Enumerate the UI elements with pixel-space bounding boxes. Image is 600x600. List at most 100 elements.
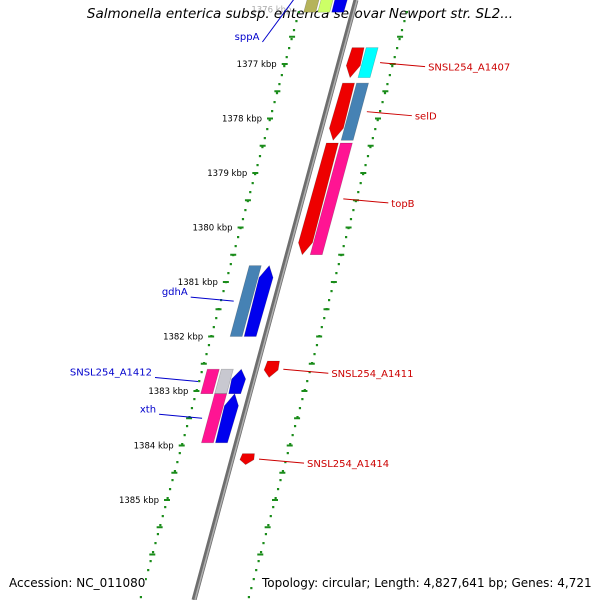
gene-label: selD [415,112,437,123]
gene-bar [201,393,228,444]
ring-dot [193,398,196,401]
ring-dot [171,479,174,482]
ring-dot [266,128,269,131]
ring-dot [139,596,143,599]
label-leader [380,62,426,68]
ring-dot [271,110,274,113]
ring-dot [164,506,167,509]
gene-bar [200,368,220,395]
ring-dot [154,542,157,545]
gene-bar [239,453,255,465]
gene-bar [303,0,320,13]
ring-dot [267,524,270,527]
gene-bar [243,265,274,337]
gene-bar [229,265,262,337]
gene-label: SNSL254_A1414 [307,459,389,470]
ring-dot [244,209,247,212]
ring-dot [374,128,377,131]
ring-dot [323,317,326,320]
gene-label: SNSL254_A1411 [331,369,413,380]
label-leader [154,376,199,382]
ring-dot [207,344,211,347]
ring-dot [379,110,382,113]
ring-dot [320,326,323,329]
tick-label: 1376 kbp [251,6,291,16]
ring-dot [400,29,404,32]
ring-dot [262,542,265,545]
ring-dot [284,461,287,464]
ring-dot [269,515,272,518]
label-leader [283,368,329,374]
ring-dot [291,434,294,437]
ring-dot [190,407,194,410]
ring-dot [278,83,281,86]
topology-text: Topology: circular; Length: 4,827,641 bp… [262,576,592,590]
ring-dot [149,560,152,563]
gene-snsl254_a1412 [200,368,246,395]
genome-backbone [191,0,359,600]
tick-label: 1382 kbp [163,333,203,343]
ring-dot [352,209,355,212]
ring-dot [381,101,384,104]
ring-dot [229,263,232,266]
label-leader [258,458,305,464]
gene-label: gdhA [162,287,188,298]
ring-dot [173,470,177,473]
ring-dot [212,326,215,329]
ring-dot [151,551,155,554]
ring-dot [362,173,365,176]
ring-dot [283,65,286,68]
ring-dot [313,353,316,356]
ring-dot [252,578,255,581]
ring-dot [366,155,370,158]
ring-dot [237,236,240,239]
ring-dot [405,11,408,14]
ring-dot [279,479,282,482]
ring-dot [168,488,172,491]
ring-dot [183,434,186,437]
ring-dot [250,587,253,590]
gene-label: SNSL254_A1412 [70,367,152,378]
ring-dot [176,461,179,464]
ring-dot [297,11,300,14]
ring-dot [241,218,245,221]
tick-label: 1385 kbp [119,496,159,506]
ring-dot [263,137,266,140]
ring-dot [388,74,391,77]
ring-dot [398,38,401,41]
ring-dot [181,443,184,446]
ring-dot [156,533,160,536]
tick-label: 1380 kbp [193,224,233,234]
ring-dot [315,344,319,347]
ring-dot [261,146,264,149]
tick-label: 1379 kbp [207,169,247,179]
ring-dot [159,524,162,527]
ring-dot [391,65,394,68]
ring-dot [255,569,258,572]
gene-layer [200,0,379,465]
tick-label: 1384 kbp [134,442,174,452]
gene-bar [357,47,379,78]
ring-dot [274,497,277,500]
ring-dot [386,83,389,86]
ring-dot [257,560,260,563]
ring-dot [403,20,406,23]
ring-dot [369,146,372,149]
gene-bar [329,82,355,141]
ring-dot [337,263,340,266]
ring-dot [268,119,271,122]
backbone-highlight [194,0,358,600]
ring-dot [335,272,338,275]
ring-dot [298,407,302,410]
ring-dot [166,497,169,500]
ring-dot [330,290,333,293]
ring-dot [376,119,379,122]
tick-label: 1381 kbp [178,278,218,288]
ring-dot [205,353,208,356]
ring-dot [258,155,262,158]
gene-bar [298,142,339,256]
ring-dot [290,38,293,41]
ring-dot [273,101,276,104]
label-leader [262,0,294,43]
